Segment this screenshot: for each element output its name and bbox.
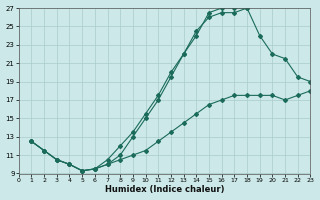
X-axis label: Humidex (Indice chaleur): Humidex (Indice chaleur)	[105, 185, 224, 194]
